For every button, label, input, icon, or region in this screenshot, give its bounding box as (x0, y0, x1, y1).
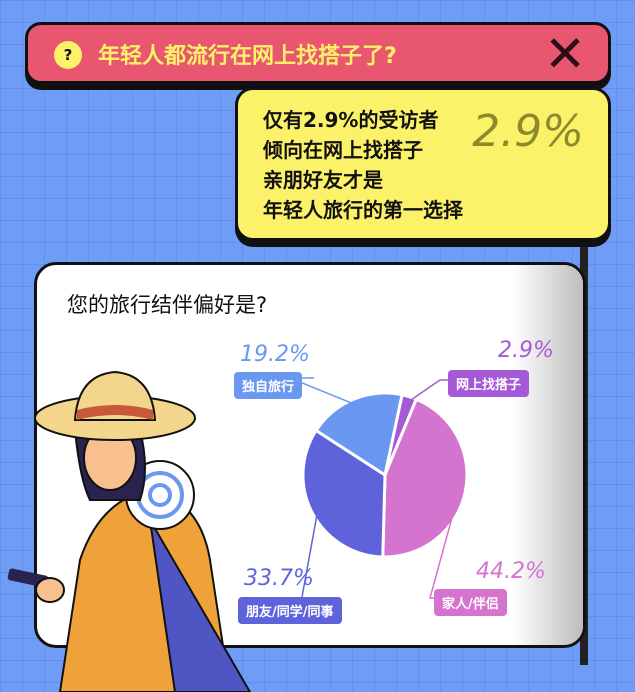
pie-category-label: 独自旅行 (234, 372, 303, 399)
leader-line (429, 490, 461, 599)
pie-slice (314, 391, 404, 478)
pie-percent-label: 2.9% (498, 338, 554, 363)
banner-title: 年轻人都流行在网上找搭子了? (98, 44, 397, 69)
pie-percent-label: 19.2% (240, 342, 310, 367)
callout-line: 仅有2.9%的受访者 (263, 108, 439, 132)
pie-category-label: 朋友/同学/同事 (238, 597, 342, 624)
pie-category-label: 网上找搭子 (448, 370, 530, 397)
callout-box: 仅有2.9%的受访者 倾向在网上找搭子 亲朋好友才是 年轻人旅行的第一选择 2.… (235, 87, 611, 241)
callout-line: 亲朋好友才是 (263, 168, 383, 192)
close-x-icon[interactable]: ✕ (544, 25, 586, 83)
pie-percent-label: 44.2% (476, 559, 546, 584)
callout-highlight: 2.9% (472, 106, 584, 157)
callout-line: 年轻人旅行的第一选择 (263, 198, 463, 222)
callout-text: 仅有2.9%的受访者 倾向在网上找搭子 亲朋好友才是 年轻人旅行的第一选择 (263, 105, 463, 225)
pie-percent-label: 33.7% (244, 566, 314, 591)
question-icon: ? (54, 41, 82, 69)
question-title: 您的旅行结伴偏好是? (67, 293, 268, 317)
traveler-illustration (7, 370, 252, 692)
callout-line: 倾向在网上找搭子 (263, 138, 423, 162)
pie-category-label: 家人/伴侣 (434, 589, 507, 616)
leader-line (407, 379, 448, 404)
title-banner: ? 年轻人都流行在网上找搭子了? ✕ (25, 22, 611, 84)
pie-slice (381, 397, 469, 559)
leader-line (299, 510, 319, 609)
